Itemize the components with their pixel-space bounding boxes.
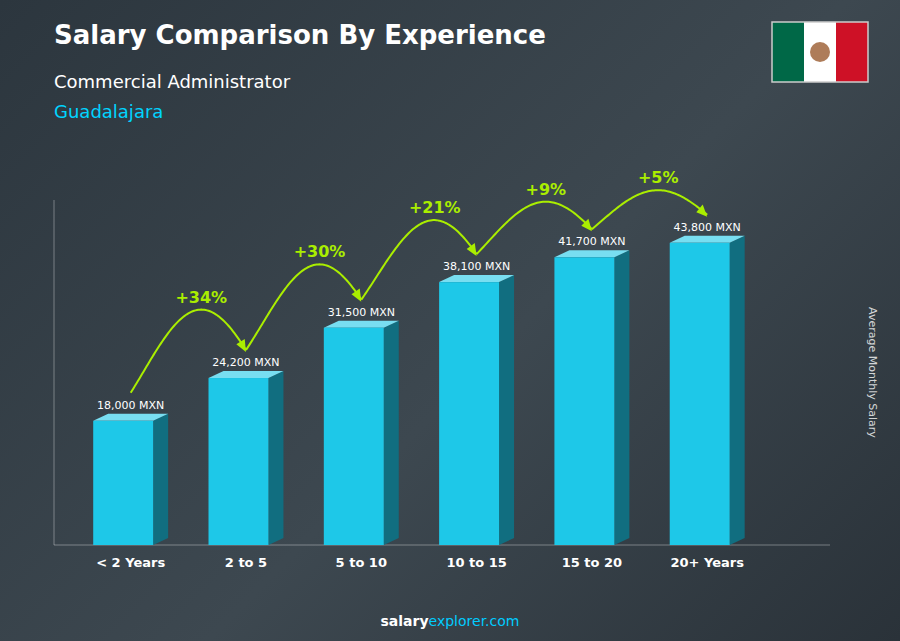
bar [93,421,153,545]
change-arrowhead [696,205,707,217]
bar-top [209,371,284,378]
bar-group [324,321,399,545]
change-arc [361,220,476,300]
bar-side [730,236,745,545]
x-tick-label: 10 to 15 [446,555,506,570]
x-tick-label: < 2 Years [96,555,165,570]
title: Salary Comparison By Experience [54,20,546,50]
bar-side [499,275,514,545]
change-arc [246,264,361,350]
y-axis-label: Average Monthly Salary [866,307,879,438]
change-arc [131,310,246,393]
bar [324,328,384,545]
bar-side [153,414,168,545]
annotation: +34% [175,288,227,307]
footer-part: explorer.com [429,613,520,629]
bar-top [554,250,629,257]
subtitle: Guadalajara [54,101,163,122]
annotation: +5% [638,168,679,187]
change-arrowhead [581,219,592,232]
bar-group [209,371,284,545]
bar-top [670,236,745,243]
bar [439,282,499,545]
bars [93,236,744,545]
bar-group [554,250,629,545]
bar-top [439,275,514,282]
y-axis-line [54,200,55,545]
bar [670,243,730,545]
bar-top [324,321,399,328]
change-arrowhead [467,243,477,256]
data-label: 31,500 MXN [328,306,395,319]
footer-part: salary [381,613,429,629]
flag [772,22,868,82]
bar-side [268,371,283,545]
bar [554,257,614,545]
annotation: +9% [525,180,566,199]
bar-side [384,321,399,545]
annotation: +21% [409,198,461,217]
flag-border [772,22,868,82]
bar-group [439,275,514,545]
chart-svg: Salary Comparison By Experience Commercia… [0,0,900,641]
bar [209,378,269,545]
bar-group [670,236,745,545]
chart-container: Salary Comparison By Experience Commercia… [0,0,900,641]
data-label: 24,200 MXN [212,356,279,369]
change-arrowhead [236,339,246,352]
data-label: 18,000 MXN [97,399,164,412]
bar-side [614,250,629,545]
x-tick-label: 15 to 20 [562,555,622,570]
change-arcs [131,190,708,393]
x-tick-label: 20+ Years [670,555,744,570]
subtitle: Commercial Administrator [54,71,291,92]
data-label: 41,700 MXN [558,235,625,248]
annotation: +30% [294,242,346,261]
x-tick-label: 5 to 10 [336,555,387,570]
flag-stripe [804,22,836,82]
data-label: 38,100 MXN [443,260,510,273]
x-tick-label: 2 to 5 [225,555,267,570]
flag-stripe [772,22,804,82]
footer: salaryexplorer.com [381,613,520,629]
data-label: 43,800 MXN [674,221,741,234]
change-arrowhead [352,289,362,302]
bar-top [93,414,168,421]
bar-group [93,414,168,545]
change-arc [592,190,707,229]
flag-stripe [836,22,868,82]
flag-emblem [810,42,830,62]
change-arc [477,202,592,254]
